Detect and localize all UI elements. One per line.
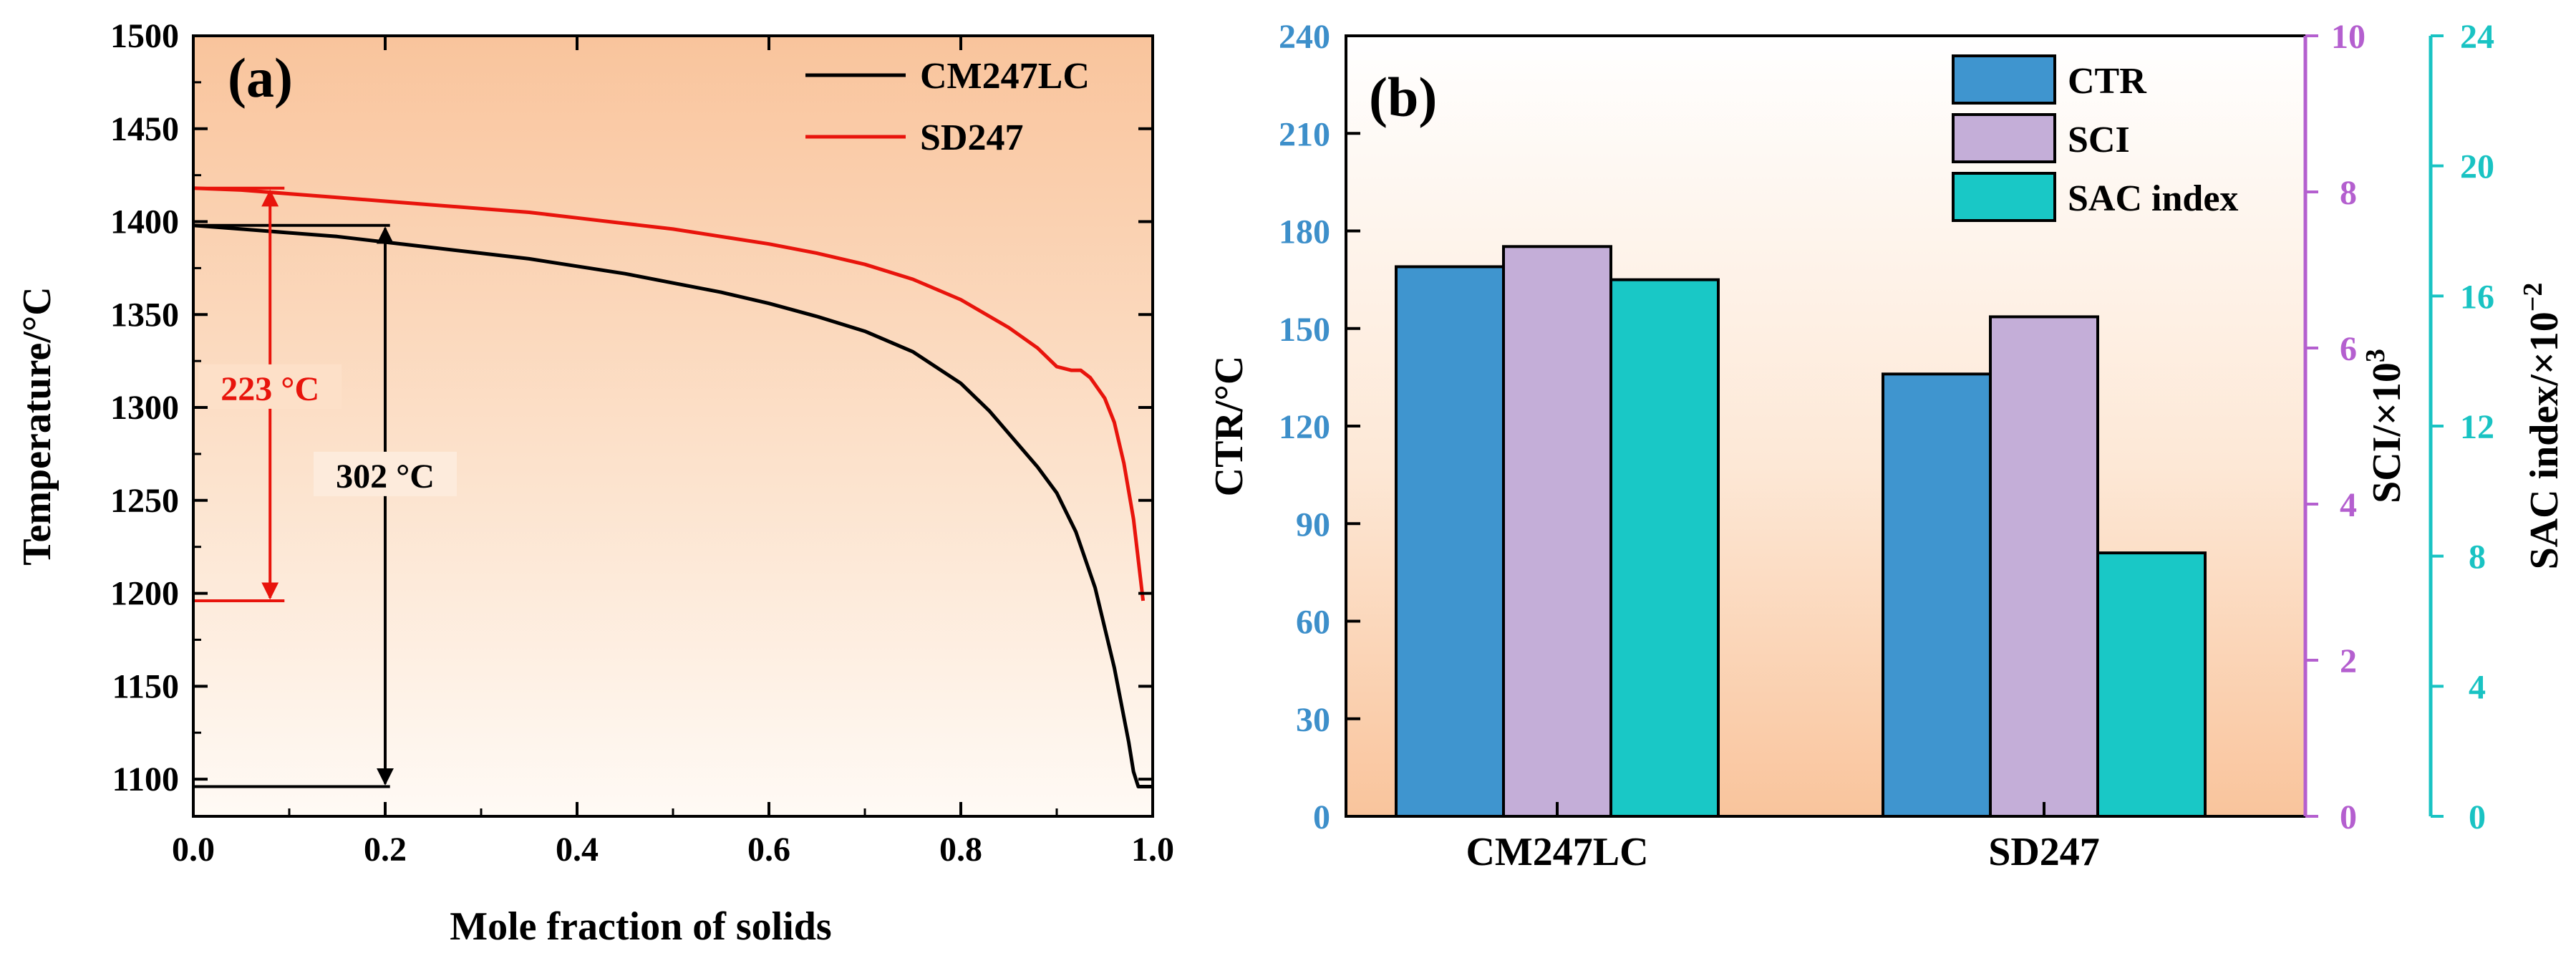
ctr-axis-tick-label: 240 [1279, 18, 1330, 56]
bar-ctr-cm247lc [1395, 265, 1505, 818]
x-tick-label: 0.8 [939, 831, 982, 869]
ctr-axis-tick-label: 0 [1313, 798, 1330, 836]
legend-swatch-ctr [1952, 54, 2056, 105]
y-tick-label: 1350 [110, 296, 179, 334]
panel-a-marks: 223 °C 302 °C [193, 186, 1153, 788]
panel-a-line-chart: 223 °C 302 °C 0.0 0.2 0.4 0.6 0.8 1.0 1100 1150 1… [15, 17, 1174, 949]
series-line-sd247 [193, 186, 1146, 601]
y-tick-label: 1300 [110, 389, 179, 427]
ctr-axis-tick-label: 30 [1296, 701, 1330, 739]
panel-a-plot-background [193, 36, 1153, 816]
bar-sci-sd247 [1989, 315, 2099, 818]
sci-axis-tick-label: 10 [2331, 18, 2366, 56]
x-tick-label: 0.6 [747, 831, 790, 869]
cm247lc-range-label-background [314, 451, 457, 496]
x-category-label-sd247: SD247 [1988, 830, 2100, 874]
sac-axis-label-text: SAC index/×10 [2522, 311, 2567, 569]
panel-a-label: (a) [228, 47, 293, 109]
sac-axis-tick-label: 16 [2460, 278, 2494, 316]
panel-a-legend: CM247LC SD247 [805, 56, 1090, 158]
sci-axis-label-text: SCI/×10 [2365, 362, 2409, 503]
sac-axis-tick-label: 4 [2469, 668, 2486, 706]
x-tick-label: 0.4 [556, 831, 599, 869]
ctr-axis-tick-label: 120 [1279, 408, 1330, 446]
y-tick-label: 1150 [112, 667, 179, 705]
sac-axis-tick-label: 20 [2460, 148, 2494, 186]
sci-axis-label-sup: 3 [2360, 349, 2391, 362]
sd247-range-label-background [198, 364, 342, 409]
sci-axis-tick-label: 2 [2340, 642, 2357, 680]
sac-axis-tick-label: 12 [2460, 408, 2494, 446]
panel-b-bars: CM247LC SD247 [1395, 245, 2207, 874]
y-tick-label: 1200 [110, 575, 179, 613]
panel-a-y-axis-label: Temperature/°C [15, 286, 59, 565]
y-tick-label: 1250 [110, 482, 179, 520]
ctr-axis-tick-label: 90 [1296, 506, 1330, 543]
ctr-axis-tick-label: 210 [1279, 115, 1330, 153]
legend-label-sac-index: SAC index [2068, 178, 2238, 219]
y-tick-label: 1450 [110, 110, 179, 148]
legend-label-ctr: CTR [2068, 61, 2147, 102]
sci-axis-tick-label: 0 [2340, 798, 2357, 836]
panel-b-bar-chart: CM247LC SD247 030609012015018021024002468… [1207, 18, 2567, 874]
panel-a-x-axis-label: Mole fraction of solids [450, 904, 831, 949]
ctr-axis-tick-label: 180 [1279, 213, 1330, 251]
y-tick-label: 1500 [110, 17, 179, 55]
legend-label-cm247lc: CM247LC [920, 56, 1090, 97]
series-line-cm247lc [193, 223, 1153, 788]
sci-axis-tick-label: 8 [2340, 174, 2357, 212]
y-tick-label: 1100 [112, 760, 179, 798]
sci-axis-tick-label: 6 [2340, 330, 2357, 368]
x-tick-label: 1.0 [1131, 831, 1174, 869]
panel-a-ticks: 0.0 0.2 0.4 0.6 0.8 1.0 1100 1150 1200 1250 1300 13… [110, 17, 1174, 869]
cm247lc-range-label: 302 °C [336, 458, 435, 496]
x-category-label-cm247lc: CM247LC [1466, 830, 1648, 874]
bar-sac-index-sd247 [2096, 551, 2207, 818]
panel-b-label: (b) [1369, 66, 1437, 128]
ctr-axis-tick-label: 150 [1279, 311, 1330, 349]
sci-axis-tick-label: 4 [2340, 486, 2357, 524]
panel-b-ctr-axis-label: CTR/°C [1207, 356, 1251, 497]
legend-label-sd247: SD247 [920, 117, 1023, 158]
panel-b-legend: CTR SCI SAC index [1952, 54, 2238, 222]
legend-label-sci: SCI [2068, 120, 2130, 160]
ctr-axis-tick-label: 60 [1296, 604, 1330, 642]
x-tick-label: 0.0 [172, 831, 215, 869]
panel-b-sci-axis-label: SCI/×103 [2360, 349, 2409, 503]
sac-axis-tick-label: 0 [2469, 798, 2486, 836]
bar-sac-index-cm247lc [1609, 278, 1720, 818]
sd247-range-label: 223 °C [221, 370, 319, 408]
legend-swatch-sac-index [1952, 172, 2056, 222]
x-tick-label: 0.2 [364, 831, 407, 869]
bar-ctr-sd247 [1882, 372, 1992, 818]
bar-sci-cm247lc [1502, 245, 1612, 818]
sac-axis-tick-label: 8 [2469, 538, 2486, 576]
legend-swatch-sci [1952, 113, 2056, 163]
y-tick-label: 1400 [110, 203, 179, 241]
panel-b-sac-axis-label: SAC index/×10−2 [2518, 283, 2567, 570]
sac-axis-label-sup: −2 [2518, 283, 2548, 312]
sac-axis-tick-label: 24 [2460, 18, 2494, 56]
